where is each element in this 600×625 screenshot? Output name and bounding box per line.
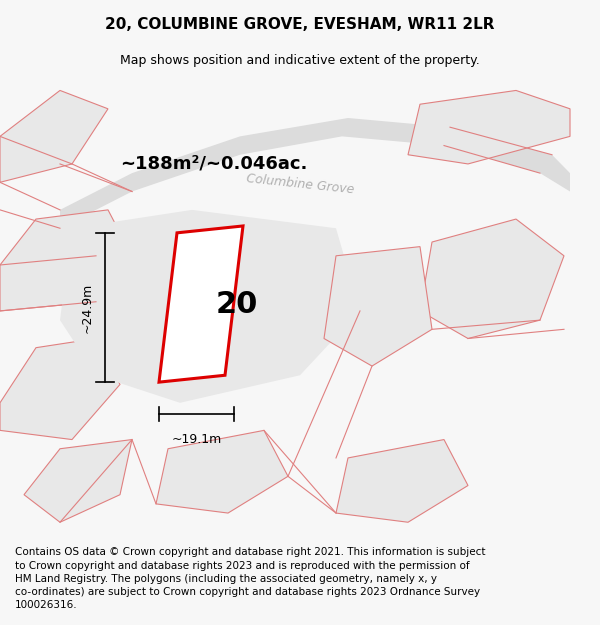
Text: 20: 20 [216,289,258,319]
Polygon shape [0,339,120,439]
Text: ~24.9m: ~24.9m [80,282,94,332]
Polygon shape [336,439,468,522]
Polygon shape [0,210,132,311]
Text: Map shows position and indicative extent of the property.: Map shows position and indicative extent… [120,54,480,68]
Text: ~19.1m: ~19.1m [172,433,221,446]
Text: Columbine Grove: Columbine Grove [245,173,355,197]
Polygon shape [0,91,108,182]
Polygon shape [408,91,570,164]
Polygon shape [60,118,570,228]
Text: ~188m²/~0.046ac.: ~188m²/~0.046ac. [120,155,307,173]
Polygon shape [159,226,243,382]
Polygon shape [60,210,360,402]
Polygon shape [324,247,432,366]
Text: 20, COLUMBINE GROVE, EVESHAM, WR11 2LR: 20, COLUMBINE GROVE, EVESHAM, WR11 2LR [105,17,495,32]
Text: Contains OS data © Crown copyright and database right 2021. This information is : Contains OS data © Crown copyright and d… [15,548,485,610]
Polygon shape [420,219,564,339]
Polygon shape [156,431,288,513]
Polygon shape [24,439,132,522]
